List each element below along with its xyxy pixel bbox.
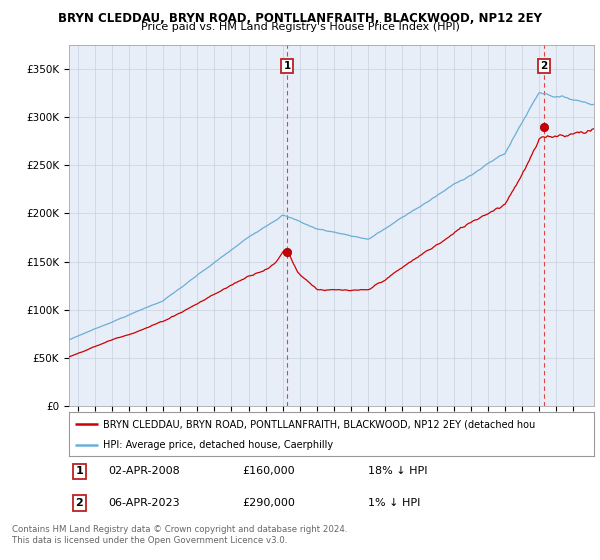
Text: 1: 1 (283, 61, 290, 71)
Text: £290,000: £290,000 (242, 498, 295, 508)
Text: £160,000: £160,000 (242, 466, 295, 477)
Text: Price paid vs. HM Land Registry's House Price Index (HPI): Price paid vs. HM Land Registry's House … (140, 22, 460, 32)
Text: 18% ↓ HPI: 18% ↓ HPI (368, 466, 428, 477)
Text: 2: 2 (76, 498, 83, 508)
Text: BRYN CLEDDAU, BRYN ROAD, PONTLLANFRAITH, BLACKWOOD, NP12 2EY (detached hou: BRYN CLEDDAU, BRYN ROAD, PONTLLANFRAITH,… (103, 419, 535, 429)
Text: Contains HM Land Registry data © Crown copyright and database right 2024.
This d: Contains HM Land Registry data © Crown c… (12, 525, 347, 545)
Text: HPI: Average price, detached house, Caerphilly: HPI: Average price, detached house, Caer… (103, 440, 333, 450)
Text: BRYN CLEDDAU, BRYN ROAD, PONTLLANFRAITH, BLACKWOOD, NP12 2EY: BRYN CLEDDAU, BRYN ROAD, PONTLLANFRAITH,… (58, 12, 542, 25)
Text: 1: 1 (76, 466, 83, 477)
Text: 02-APR-2008: 02-APR-2008 (109, 466, 180, 477)
Text: 2: 2 (540, 61, 548, 71)
Text: 1% ↓ HPI: 1% ↓ HPI (368, 498, 421, 508)
Text: 06-APR-2023: 06-APR-2023 (109, 498, 180, 508)
